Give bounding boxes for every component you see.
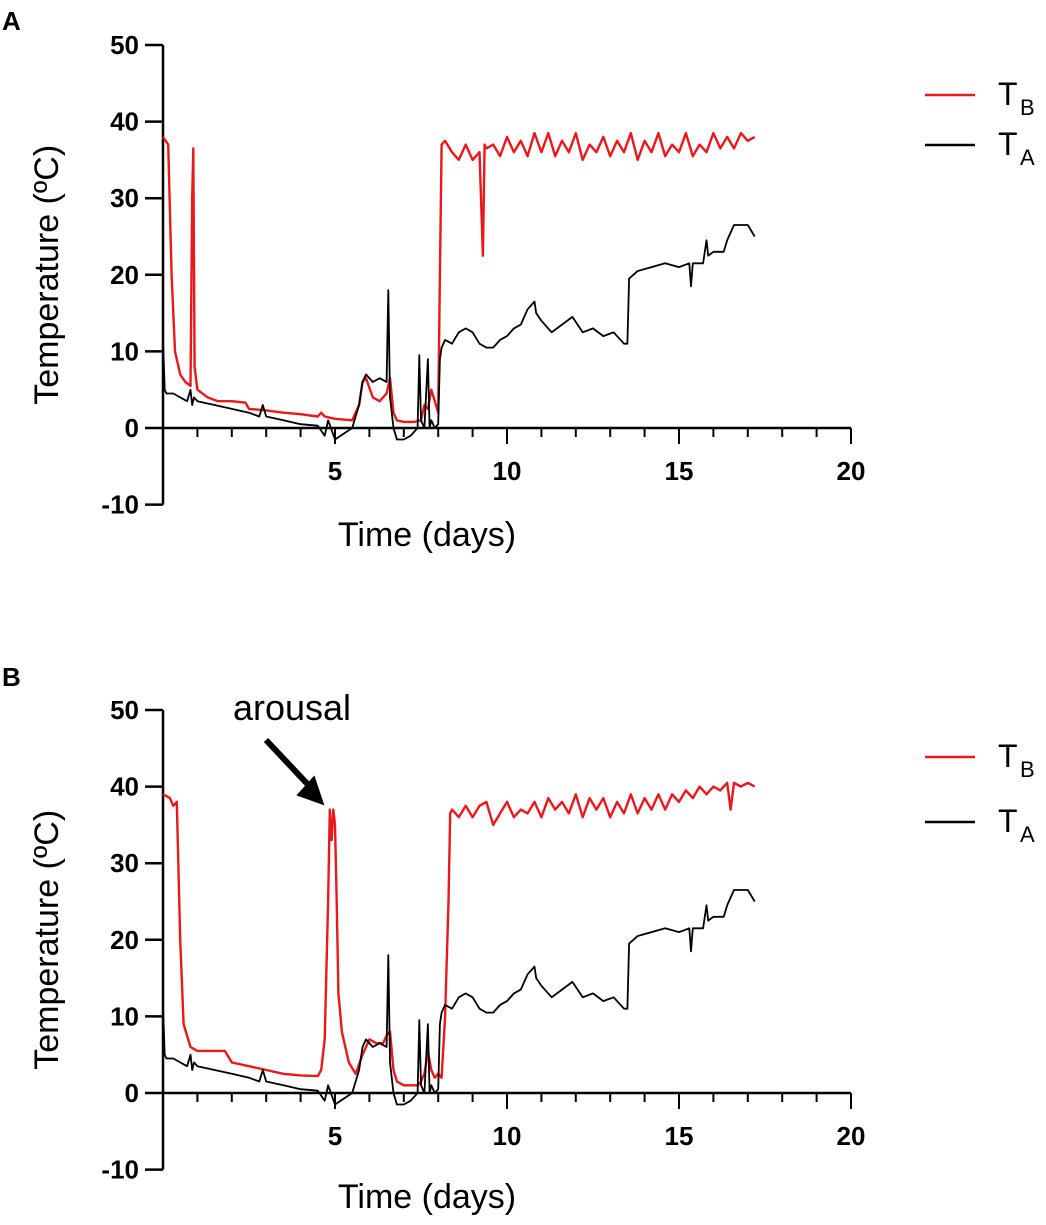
y-tick-label: 40	[110, 107, 139, 137]
panel-a: A -10 0 10 20 30 40 50 5 10 15 20 Time (days) Tempera…	[2, 6, 1035, 554]
x-tick-label: 15	[665, 456, 694, 486]
x-tick-label: 10	[493, 1121, 522, 1151]
y-tick-label: 40	[110, 772, 139, 802]
panel-letter: A	[2, 6, 21, 36]
panel-letter: B	[2, 662, 21, 692]
legend-subscript-tb: B	[1020, 95, 1035, 120]
legend-subscript-tb: B	[1020, 757, 1035, 782]
y-axis-title: Temperature (ºC)	[28, 145, 66, 405]
legend-label-ta: T	[998, 126, 1018, 162]
y-tick-label: 10	[110, 336, 139, 366]
annotation-arrow-head	[296, 775, 325, 806]
series-ta-line	[162, 889, 756, 1106]
x-axis-title: Time (days)	[338, 1178, 516, 1216]
y-tick-label: -10	[101, 1155, 139, 1185]
y-tick-label: 50	[110, 695, 139, 725]
x-tick-label: 20	[837, 1121, 866, 1151]
y-axis-title: Temperature (ºC)	[28, 810, 66, 1070]
annotation-arrow-shaft	[263, 737, 317, 794]
x-tick-label: 5	[328, 1121, 342, 1151]
x-tick-label: 10	[493, 456, 522, 486]
x-tick-label: 5	[328, 456, 342, 486]
panel-b: B -10 0 10 20 30 40 50 5 10 15 20 Time (days) Tempera…	[2, 662, 1035, 1216]
x-axis-title: Time (days)	[338, 516, 516, 554]
legend-label-tb: T	[998, 738, 1018, 774]
series-tb-line	[162, 131, 756, 424]
annotation-text: arousal	[233, 687, 351, 728]
legend-subscript-ta: A	[1020, 822, 1035, 847]
y-tick-label: 20	[110, 925, 139, 955]
x-tick-label: 15	[665, 1121, 694, 1151]
y-tick-label: 50	[110, 30, 139, 60]
y-tick-label: 20	[110, 260, 139, 290]
y-tick-label: 30	[110, 848, 139, 878]
y-tick-label: 0	[125, 1078, 139, 1108]
series-ta-line	[162, 224, 756, 441]
y-tick-label: 30	[110, 183, 139, 213]
legend-subscript-ta: A	[1020, 145, 1035, 170]
y-tick-label: -10	[101, 490, 139, 520]
y-tick-label: 0	[125, 413, 139, 443]
y-tick-label: 10	[110, 1001, 139, 1031]
legend-label-tb: T	[998, 76, 1018, 112]
x-tick-label: 20	[837, 456, 866, 486]
series-tb-line	[162, 781, 756, 1087]
legend-label-ta: T	[998, 803, 1018, 839]
